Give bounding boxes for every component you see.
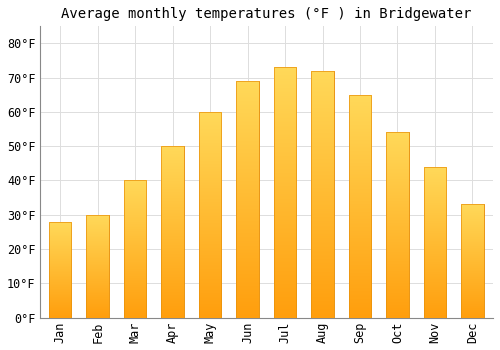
Bar [386, 133, 408, 317]
Bar [312, 71, 334, 317]
Bar [236, 81, 259, 317]
Bar [162, 146, 184, 317]
Bar [349, 95, 372, 317]
Bar [124, 181, 146, 317]
Title: Average monthly temperatures (°F ) in Bridgewater: Average monthly temperatures (°F ) in Br… [61, 7, 472, 21]
Bar [199, 112, 222, 317]
Bar [386, 133, 408, 317]
Bar [312, 71, 334, 317]
Bar [461, 204, 483, 317]
Bar [49, 222, 72, 317]
Bar [86, 215, 109, 317]
Bar [274, 68, 296, 317]
Bar [461, 204, 483, 317]
Bar [274, 68, 296, 317]
Bar [349, 95, 372, 317]
Bar [199, 112, 222, 317]
Bar [236, 81, 259, 317]
Bar [86, 215, 109, 317]
Bar [424, 167, 446, 317]
Bar [49, 222, 72, 317]
Bar [162, 146, 184, 317]
Bar [424, 167, 446, 317]
Bar [124, 181, 146, 317]
